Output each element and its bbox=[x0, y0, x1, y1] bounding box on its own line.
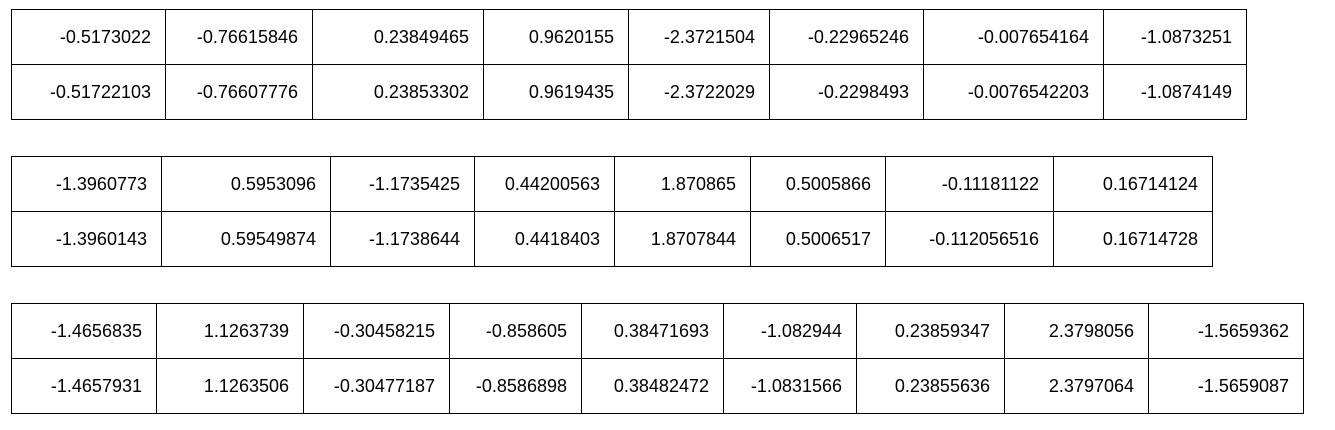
table-cell: -1.0873251 bbox=[1103, 9, 1247, 65]
table-row: -0.5173022 -0.76615846 0.23849465 0.9620155… bbox=[11, 9, 1247, 65]
table-cell: -1.1738644 bbox=[330, 211, 475, 267]
table-cell: 0.9620155 bbox=[483, 9, 629, 65]
table-cell: -0.76607776 bbox=[165, 64, 313, 120]
table-cell: -0.0076542203 bbox=[923, 64, 1104, 120]
table-cell: 0.23849465 bbox=[312, 9, 484, 65]
value-table-1: -0.5173022 -0.76615846 0.23849465 0.9620155… bbox=[11, 9, 1247, 120]
table-cell: 0.23853302 bbox=[312, 64, 484, 120]
table-cell: -2.3722029 bbox=[628, 64, 770, 120]
table-cell: 0.5005866 bbox=[750, 156, 886, 212]
table-cell: -1.5659087 bbox=[1148, 358, 1304, 414]
table-cell: -0.112056516 bbox=[885, 211, 1054, 267]
table-row: -1.3960143 0.59549874 -1.1738644 0.4418403 1… bbox=[11, 211, 1213, 267]
table-cell: 1.870865 bbox=[614, 156, 751, 212]
table-cell: -1.3960143 bbox=[11, 211, 162, 267]
table-cell: -0.30477187 bbox=[303, 358, 450, 414]
table-cell: -1.4656835 bbox=[11, 303, 157, 359]
table-cell: 2.3798056 bbox=[1004, 303, 1149, 359]
table-row: -1.4656835 1.1263739 -0.30458215 -0.858605 0… bbox=[11, 303, 1304, 359]
table-cell: 0.5006517 bbox=[750, 211, 886, 267]
table-2-body: -1.3960773 0.5953096 -1.1735425 0.44200563 1… bbox=[11, 156, 1213, 267]
table-cell: 0.59549874 bbox=[161, 211, 331, 267]
table-3-body: -1.4656835 1.1263739 -0.30458215 -0.858605 0… bbox=[11, 303, 1304, 414]
table-row: -1.4657931 1.1263506 -0.30477187 -0.8586898… bbox=[11, 358, 1304, 414]
table-cell: 0.23859347 bbox=[856, 303, 1005, 359]
table-cell: 0.23855636 bbox=[856, 358, 1005, 414]
table-cell: -1.5659362 bbox=[1148, 303, 1304, 359]
table-cell: -0.858605 bbox=[449, 303, 582, 359]
table-cell: 1.1263506 bbox=[156, 358, 304, 414]
table-cell: -1.0874149 bbox=[1103, 64, 1247, 120]
table-cell: -0.76615846 bbox=[165, 9, 313, 65]
table-cell: -0.51722103 bbox=[11, 64, 166, 120]
table-cell: 0.16714728 bbox=[1053, 211, 1213, 267]
table-cell: -0.11181122 bbox=[885, 156, 1054, 212]
table-cell: 0.5953096 bbox=[161, 156, 331, 212]
table-cell: 1.1263739 bbox=[156, 303, 304, 359]
table-cell: 1.8707844 bbox=[614, 211, 751, 267]
table-cell: -1.4657931 bbox=[11, 358, 157, 414]
table-cell: 0.4418403 bbox=[474, 211, 615, 267]
table-cell: -0.30458215 bbox=[303, 303, 450, 359]
value-table-3: -1.4656835 1.1263739 -0.30458215 -0.858605 0… bbox=[11, 303, 1304, 414]
table-cell: -1.3960773 bbox=[11, 156, 162, 212]
table-row: -1.3960773 0.5953096 -1.1735425 0.44200563 1… bbox=[11, 156, 1213, 212]
table-cell: 0.9619435 bbox=[483, 64, 629, 120]
value-table-2: -1.3960773 0.5953096 -1.1735425 0.44200563 1… bbox=[11, 156, 1213, 267]
table-cell: -0.007654164 bbox=[923, 9, 1104, 65]
table-1-body: -0.5173022 -0.76615846 0.23849465 0.9620155… bbox=[11, 9, 1247, 120]
table-cell: 0.38471693 bbox=[581, 303, 724, 359]
table-cell: -2.3721504 bbox=[628, 9, 770, 65]
table-cell: -0.22965246 bbox=[769, 9, 924, 65]
table-cell: 0.38482472 bbox=[581, 358, 724, 414]
table-cell: 0.44200563 bbox=[474, 156, 615, 212]
table-cell: 2.3797064 bbox=[1004, 358, 1149, 414]
table-row: -0.51722103 -0.76607776 0.23853302 0.961943… bbox=[11, 64, 1247, 120]
table-cell: -0.5173022 bbox=[11, 9, 166, 65]
table-cell: -1.0831566 bbox=[723, 358, 857, 414]
table-cell: -0.2298493 bbox=[769, 64, 924, 120]
table-cell: -1.082944 bbox=[723, 303, 857, 359]
table-cell: 0.16714124 bbox=[1053, 156, 1213, 212]
table-cell: -0.8586898 bbox=[449, 358, 582, 414]
table-cell: -1.1735425 bbox=[330, 156, 475, 212]
